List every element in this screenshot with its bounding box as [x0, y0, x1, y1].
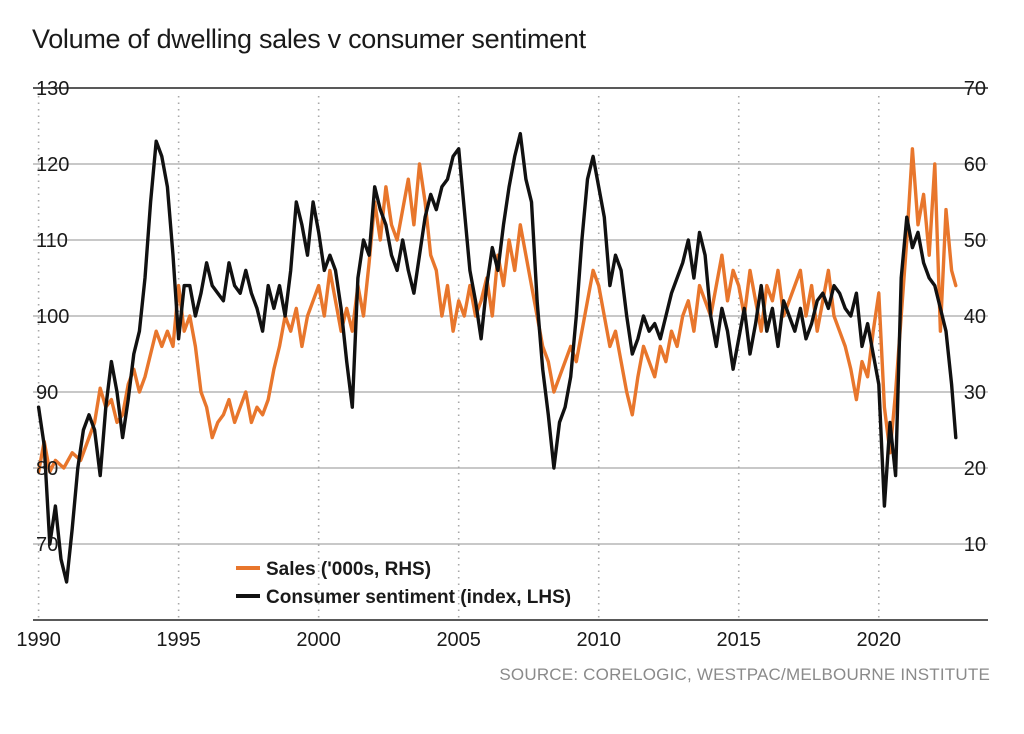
y-right-tick-label: 70 — [964, 78, 986, 100]
axes — [33, 87, 988, 621]
vertical-gridlines — [37, 96, 880, 620]
y-left-tick-label: 100 — [36, 306, 69, 328]
y-left-tick-label: 130 — [36, 78, 69, 100]
x-tick-label: 1990 — [16, 629, 61, 651]
series-line-sales — [36, 147, 958, 474]
x-tick-label: 2015 — [716, 629, 761, 651]
y-left-tick-label: 80 — [36, 458, 58, 480]
y-left-tick-label: 120 — [36, 154, 69, 176]
x-tick-label: 2000 — [296, 629, 341, 651]
y-right-tick-label: 30 — [964, 382, 986, 404]
x-tick-label: 2005 — [436, 629, 481, 651]
legend-label-sales: Sales ('000s, RHS) — [266, 559, 431, 580]
x-tick-label: 2020 — [857, 629, 902, 651]
y-left-tick-label: 110 — [36, 230, 68, 252]
y-right-tick-label: 10 — [964, 534, 986, 556]
source-note: SOURCE: CORELOGIC, WESTPAC/MELBOURNE INS… — [499, 665, 990, 684]
tick-labels: 70 10 80 20 90 30 100 40 110 50 120 60 130 70 1990 1995… — [16, 78, 986, 651]
y-right-tick-label: 20 — [964, 458, 986, 480]
y-right-tick-label: 50 — [964, 230, 986, 252]
x-tick-label: 2010 — [576, 629, 621, 651]
chart-title: Volume of dwelling sales v consumer sent… — [32, 24, 586, 54]
x-tick-label: 1995 — [156, 629, 201, 651]
series-layer — [36, 131, 958, 584]
y-right-tick-label: 40 — [964, 306, 986, 328]
series-line-sentiment — [36, 131, 958, 584]
gridlines — [33, 163, 988, 545]
legend-label-sentiment: Consumer sentiment (index, LHS) — [266, 587, 571, 608]
y-right-tick-label: 60 — [964, 154, 986, 176]
legend: Sales ('000s, RHS) Consumer sentiment (in… — [236, 559, 571, 608]
y-left-tick-label: 90 — [36, 382, 58, 404]
y-left-tick-label: 70 — [36, 534, 58, 556]
